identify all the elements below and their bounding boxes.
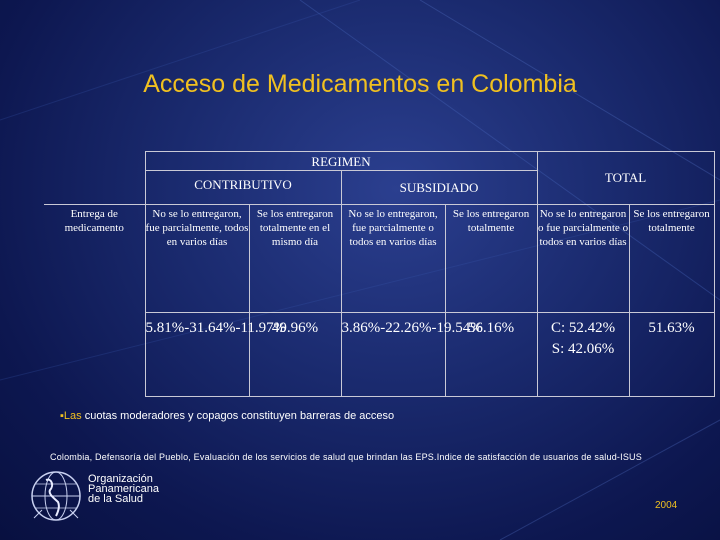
value-cell: 3.86%-22.26%-19.54% [340,312,483,397]
value-cell: 5.81%-31.64%-11.97% [144,312,286,397]
paho-globe-logo-icon [31,471,81,521]
note-lead: Las [63,410,82,422]
org-line-1: Organización [88,473,153,485]
total-header: TOTAL [536,151,715,205]
subheader-cell: Se los entregaron totalmente en el mismo… [248,204,342,313]
row-label-entrega: Entrega de medicamento [44,204,146,397]
org-line-3: de la Salud [88,493,144,505]
table-row: REGIMEN TOTAL [44,151,715,205]
source-citation: Colombia, Defensoría del Pueblo, Evaluac… [50,452,642,462]
table-row: Entrega de medicamento No se lo entregar… [44,204,715,397]
value-cell: 56.16% [444,312,538,397]
table-row: CONTRIBUTIVO SUBSIDIADO [44,170,714,205]
empty-corner-cell [44,151,146,205]
contributivo-header: CONTRIBUTIVO [144,170,342,205]
regimen-header: REGIMEN [144,151,538,171]
value-cell: C: 52.42% S: 42.06% [536,312,630,397]
org-line-2: Panamericana [88,483,159,495]
subheader-cell: No se lo entregaron, fue parcialmente, t… [144,204,250,313]
organization-name: Organización Panamericana de la Salud [88,473,159,505]
subheader-cell: No se lo entregaron o fue parcialmente o… [536,204,630,313]
page-title: Acceso de Medicamentos en Colombia [143,70,577,98]
note-line: ▪Las cuotas moderadores y copagos consti… [60,410,394,422]
note-text: cuotas moderadores y copagos constituyen… [84,410,395,422]
subheader-cell: Se los entregaron totalmente [444,204,538,313]
medication-access-table: REGIMEN TOTAL CONTRIBUTIVO SUBSIDIADO En… [44,151,715,397]
bullet-icon: ▪ [60,410,64,422]
value-cell: 51.63% [628,312,715,397]
subheader-cell: Se los entregaron totalmente [628,204,715,313]
table-row: 5.81%-31.64%-11.97% 49.96% 3.86%-22.26%-… [44,312,715,397]
year-label: 2004 [655,500,678,511]
subsidiado-header: SUBSIDIADO [340,170,538,205]
subheader-cell: No se lo entregaron, fue parcialmente o … [340,204,446,313]
